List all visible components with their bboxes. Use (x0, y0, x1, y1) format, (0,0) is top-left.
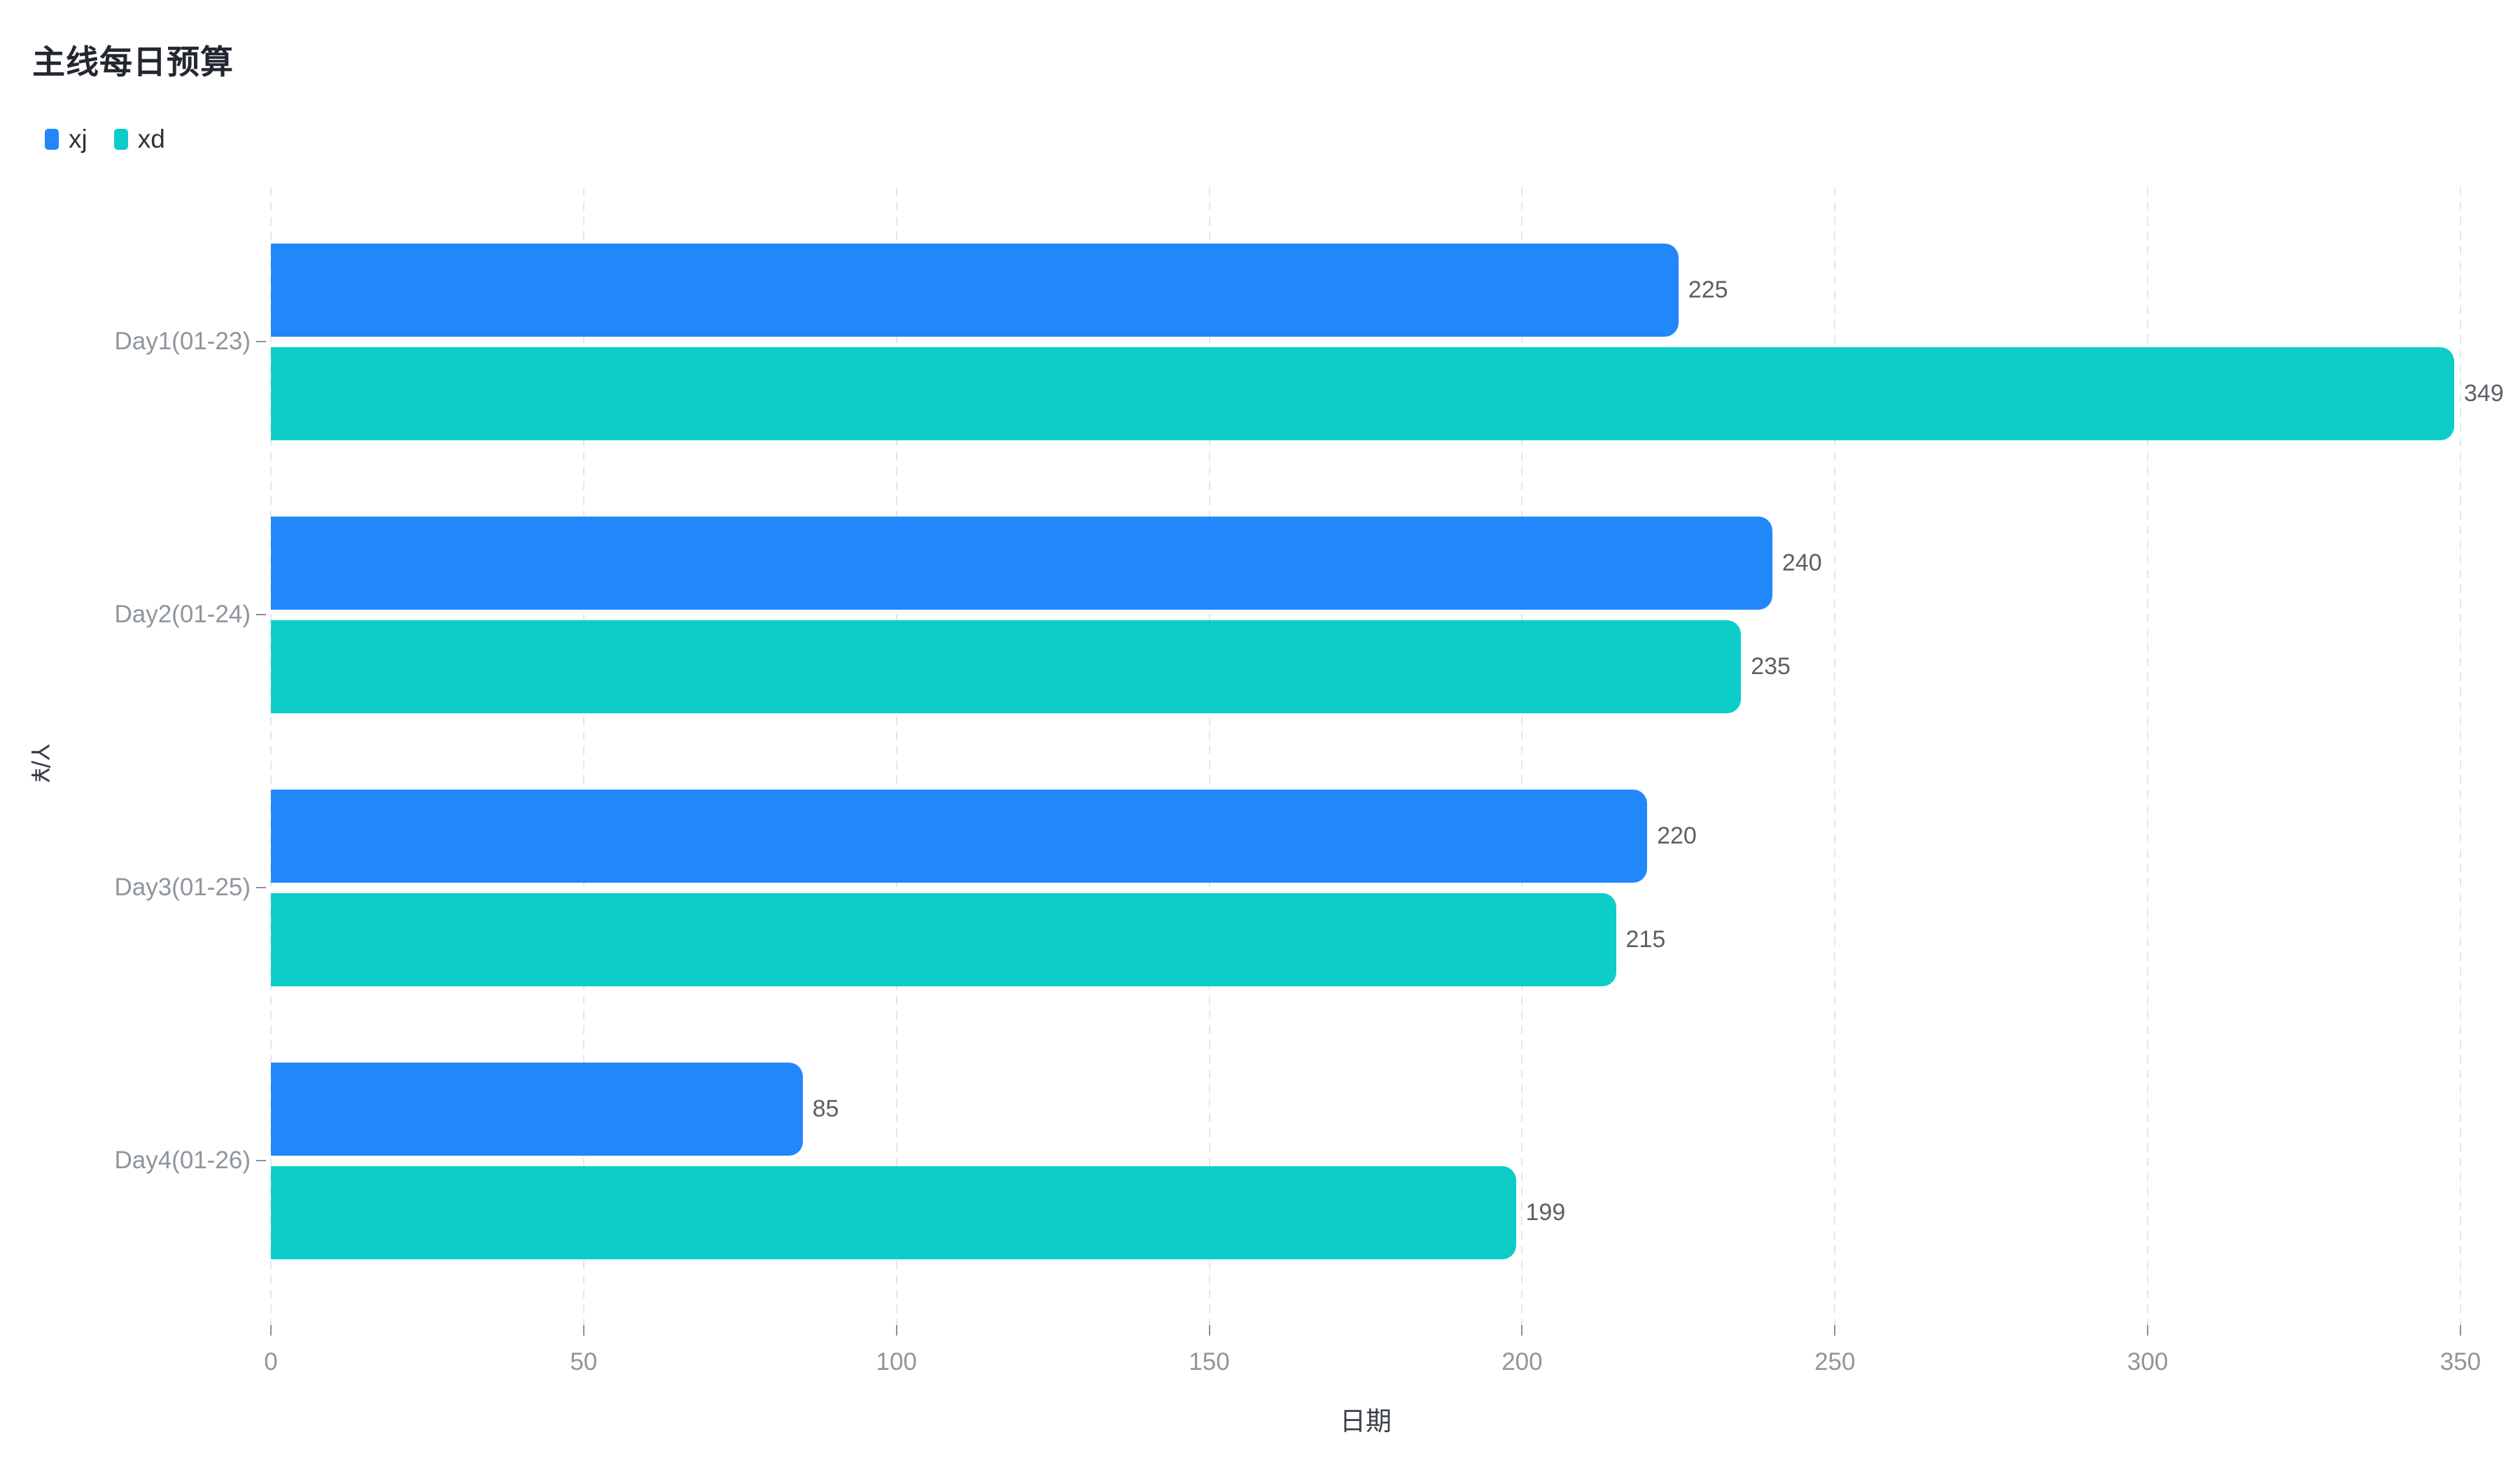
legend-label: xd (137, 125, 165, 153)
gridline-x-100 (895, 188, 897, 1334)
x-axis-tick-label: 100 (876, 1348, 917, 1376)
legend-item-xd[interactable]: xd (113, 125, 165, 154)
bar-xd-Day3(01-25)[interactable] (271, 893, 1616, 986)
bar-value-label: 349 (2464, 380, 2504, 407)
y-axis-category-label: Day1(01-23) (114, 328, 251, 355)
bar-xj-Day3(01-25)[interactable] (271, 790, 1648, 883)
gridline-x-200 (1521, 188, 1523, 1334)
x-axis-tick (1834, 1325, 1836, 1336)
y-axis-title: Y/¥ (26, 743, 55, 783)
bar-xj-Day1(01-23)[interactable] (271, 244, 1679, 337)
gridline-x-350 (2459, 188, 2461, 1334)
bar-value-label: 240 (1782, 550, 1822, 576)
y-axis-tick (256, 887, 266, 888)
y-axis-category-label: Day2(01-24) (114, 601, 251, 628)
x-axis-tick (270, 1325, 272, 1336)
y-axis-category-label: Day3(01-25) (114, 874, 251, 901)
y-axis-tick (256, 614, 266, 615)
bar-xj-Day2(01-24)[interactable] (271, 517, 1772, 610)
x-axis-tick (895, 1325, 897, 1336)
x-axis-tick-label: 50 (570, 1348, 598, 1376)
chart-title: 主线每日预算 (32, 43, 234, 80)
bar-xj-Day4(01-26)[interactable] (271, 1063, 803, 1156)
x-axis-tick-label: 300 (2127, 1348, 2169, 1376)
bar-value-label: 199 (1525, 1199, 1566, 1226)
legend: xj xd (45, 125, 165, 154)
bar-xd-Day4(01-26)[interactable] (271, 1166, 1516, 1259)
gridline-x-0 (270, 188, 272, 1334)
y-axis-category-label: Day4(01-26) (114, 1147, 251, 1174)
x-axis-tick-label: 250 (1814, 1348, 1856, 1376)
y-axis-tick (256, 1160, 266, 1161)
x-axis-tick-label: 0 (264, 1348, 278, 1376)
bar-value-label: 225 (1688, 276, 1728, 303)
bar-xd-Day2(01-24)[interactable] (271, 620, 1742, 713)
x-axis-tick (1208, 1325, 1210, 1336)
x-axis-title: 日期 (1340, 1407, 1392, 1436)
gridline-x-150 (1208, 188, 1210, 1334)
x-axis-tick-label: 150 (1189, 1348, 1230, 1376)
x-axis-tick (582, 1325, 584, 1336)
bar-value-label: 85 (812, 1096, 839, 1122)
x-axis-tick (1521, 1325, 1523, 1336)
y-axis-tick (256, 341, 266, 342)
x-axis-tick-label: 350 (2440, 1348, 2482, 1376)
x-axis-tick-label: 200 (1502, 1348, 1543, 1376)
gridline-x-300 (2147, 188, 2149, 1334)
legend-label: xj (69, 125, 88, 153)
bar-xd-Day1(01-23)[interactable] (271, 347, 2454, 440)
legend-item-xj[interactable]: xj (45, 125, 88, 154)
x-axis-tick (2459, 1325, 2461, 1336)
bar-value-label: 220 (1657, 822, 1697, 849)
bar-value-label: 215 (1625, 926, 1666, 953)
legend-marker-xd-icon (113, 129, 128, 150)
gridline-x-250 (1834, 188, 1836, 1334)
legend-marker-xj-icon (45, 129, 59, 150)
bar-value-label: 235 (1751, 653, 1791, 680)
gridline-x-50 (582, 188, 584, 1334)
x-axis-tick (2147, 1325, 2149, 1336)
